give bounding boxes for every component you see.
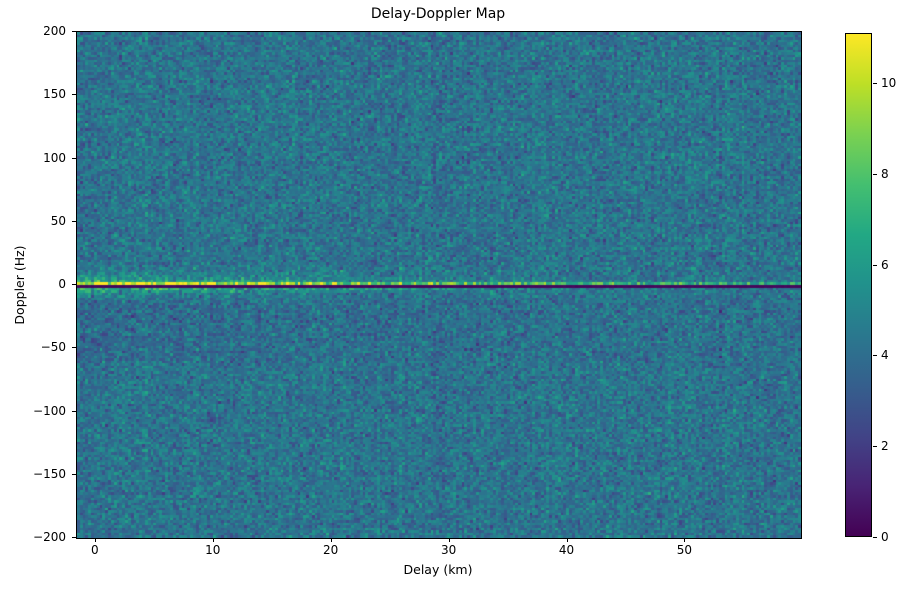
y-tick-mark <box>72 347 76 349</box>
y-tick-label: 100 <box>43 150 66 165</box>
y-tick-label: −100 <box>33 403 66 418</box>
axes-frame <box>76 31 802 539</box>
colorbar-tick-mark <box>873 264 877 266</box>
y-tick-label: 150 <box>43 87 66 102</box>
x-axis-label: Delay (km) <box>403 562 473 577</box>
x-tick-mark <box>212 538 214 542</box>
y-tick-mark <box>72 473 76 475</box>
colorbar-tick-label: 2 <box>881 439 889 454</box>
colorbar-tick-label: 4 <box>881 348 889 363</box>
x-tick-mark <box>94 538 96 542</box>
y-tick-label: 200 <box>43 24 66 38</box>
y-tick-label: −200 <box>33 530 66 544</box>
delay-doppler-heatmap <box>77 32 801 538</box>
x-tick-mark <box>330 538 332 542</box>
x-tick-label: 20 <box>323 543 339 557</box>
x-tick-mark <box>448 538 450 542</box>
x-tick-mark <box>566 538 568 542</box>
colorbar-tick-label: 10 <box>881 75 897 90</box>
colorbar-tick-mark <box>873 82 877 84</box>
y-tick-label: 0 <box>58 277 66 291</box>
colorbar-tick-mark <box>873 537 877 538</box>
x-tick-label: 50 <box>676 543 693 557</box>
y-tick-label: 50 <box>50 213 66 228</box>
colorbar <box>845 33 872 537</box>
colorbar-tick-mark <box>873 173 877 175</box>
x-tick-label: 0 <box>91 543 99 557</box>
y-tick-mark <box>72 410 76 412</box>
y-tick-mark <box>72 220 76 222</box>
y-tick-mark <box>72 157 76 159</box>
x-tick-mark <box>684 538 686 542</box>
y-tick-mark <box>72 284 76 285</box>
y-tick-mark <box>72 94 76 96</box>
x-tick-label: 10 <box>205 543 221 557</box>
plot-title: Delay-Doppler Map <box>370 6 506 22</box>
y-tick-label: −150 <box>33 466 66 481</box>
y-tick-mark <box>72 31 76 32</box>
colorbar-tick-label: 8 <box>881 166 889 181</box>
x-tick-label: 30 <box>440 543 457 557</box>
y-tick-mark <box>72 537 76 538</box>
colorbar-tick-label: 0 <box>881 530 889 544</box>
colorbar-tick-mark <box>873 446 877 448</box>
y-tick-label: −50 <box>40 340 66 355</box>
colorbar-tick-label: 6 <box>881 257 889 272</box>
colorbar-tick-mark <box>873 355 877 357</box>
x-tick-label: 40 <box>558 543 575 557</box>
